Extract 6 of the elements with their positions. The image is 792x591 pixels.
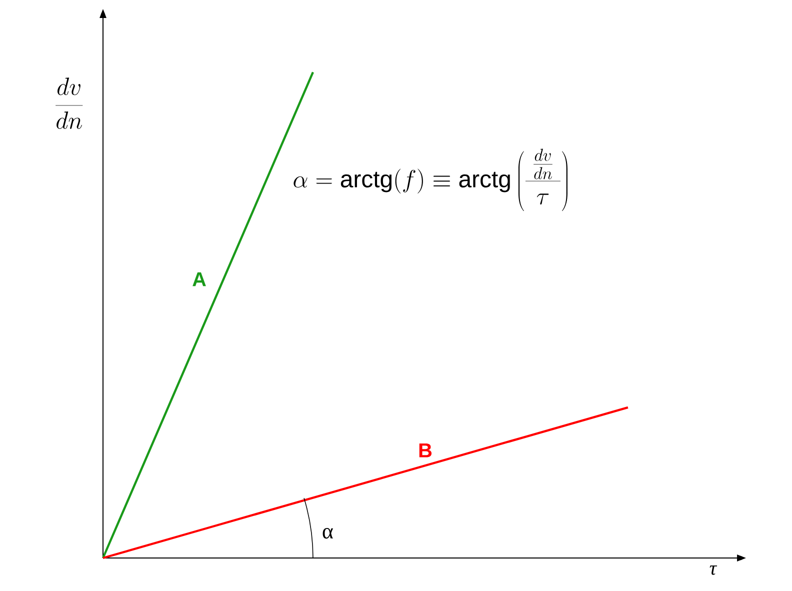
series-label: A bbox=[192, 272, 206, 286]
x-axis-title: τ bbox=[710, 566, 718, 575]
annotation: α bbox=[322, 528, 333, 539]
y-axis-title: $\frac{dv}{dn}$ bbox=[56, 78, 83, 129]
annotation: $\alpha = \mathrm{arctg}\bigl(f\bigr) \equiv \mathrm{arctg}\left(\frac{\;\frac{dv}{dn}\;}{\tau}\right)$ bbox=[294, 148, 568, 211]
series-label: B bbox=[419, 444, 432, 458]
